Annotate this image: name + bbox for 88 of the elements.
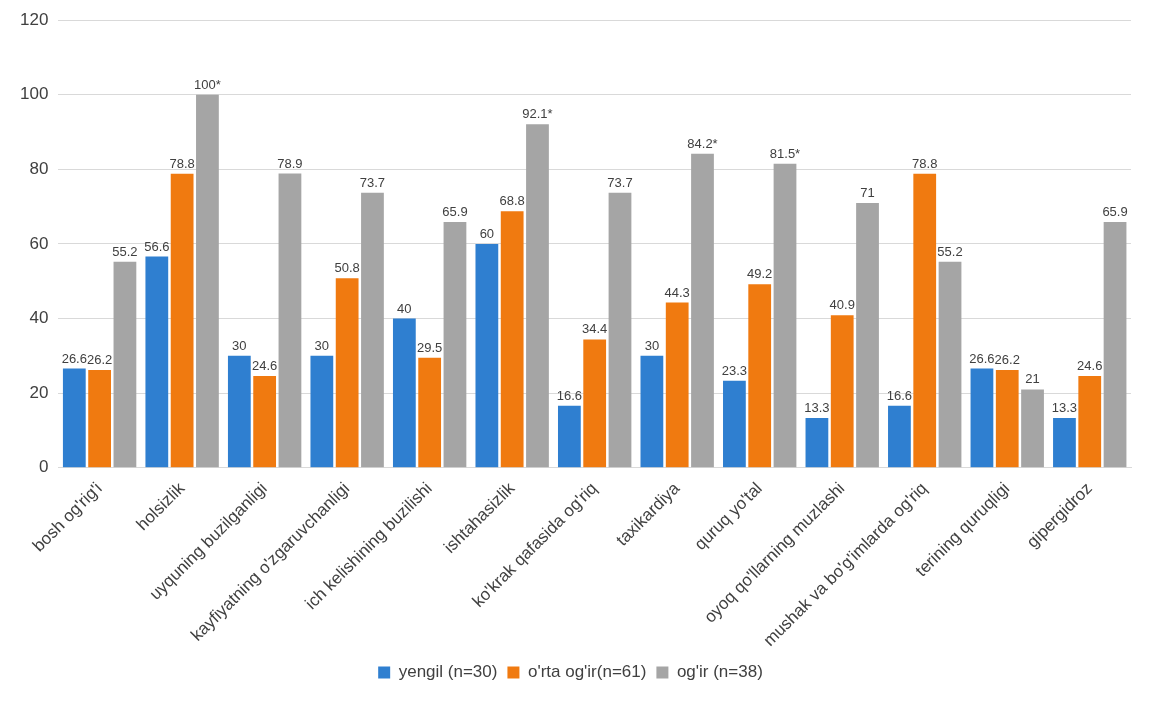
bar xyxy=(335,278,359,468)
bar xyxy=(1021,389,1044,468)
legend-label: o'rta og'ir(n=61) xyxy=(527,662,647,682)
bar xyxy=(62,368,86,468)
data-label: 73.7 xyxy=(359,174,386,190)
data-label: 26.2 xyxy=(86,352,113,368)
data-label: 13.3 xyxy=(804,400,830,416)
bar xyxy=(113,261,137,468)
bar xyxy=(475,243,499,468)
data-label: 23.3 xyxy=(721,362,748,378)
data-label: 81.5* xyxy=(769,145,801,161)
data-label: 24.6 xyxy=(1077,358,1103,374)
data-label: 50.8 xyxy=(334,260,360,276)
bar xyxy=(443,221,467,468)
bar xyxy=(196,94,219,468)
bar xyxy=(938,261,962,468)
bar xyxy=(170,173,194,468)
bar xyxy=(145,256,169,468)
bar xyxy=(913,173,937,468)
bar xyxy=(1103,221,1127,468)
bar xyxy=(608,192,632,468)
y-tick-label: 0 xyxy=(38,457,49,477)
y-tick-label: 120 xyxy=(19,9,49,29)
bar xyxy=(361,192,384,468)
data-label: 21 xyxy=(1025,371,1040,387)
bar xyxy=(856,202,879,468)
data-label: 78.8 xyxy=(912,155,938,171)
data-label: 29.5 xyxy=(417,339,443,355)
data-label: 78.8 xyxy=(169,155,195,171)
data-label: 26.6 xyxy=(969,350,995,366)
bar xyxy=(1053,418,1076,468)
data-label: 13.3 xyxy=(1051,400,1078,416)
bar xyxy=(526,124,549,468)
data-label: 60 xyxy=(479,226,495,242)
bar xyxy=(805,418,829,468)
data-label: 40.9 xyxy=(829,297,855,313)
data-label: 30 xyxy=(644,337,660,353)
bar xyxy=(970,368,994,468)
data-label: 84.2* xyxy=(687,135,718,151)
bar xyxy=(392,318,416,468)
bar xyxy=(500,211,524,468)
bar xyxy=(1078,375,1102,468)
bar xyxy=(88,369,112,468)
bar xyxy=(773,163,797,468)
data-label: 55.2 xyxy=(937,243,963,259)
data-label: 65.9 xyxy=(1102,204,1128,220)
bar xyxy=(723,380,746,468)
bar xyxy=(691,153,714,468)
y-tick-label: 60 xyxy=(29,233,49,253)
data-label: 40 xyxy=(397,300,412,316)
y-tick-label: 20 xyxy=(29,382,49,402)
bar xyxy=(253,375,277,468)
bar xyxy=(227,355,251,468)
bar xyxy=(888,405,911,468)
data-label: 71 xyxy=(860,185,875,200)
data-label: 24.6 xyxy=(251,358,278,374)
data-label: 44.3 xyxy=(664,284,690,300)
bar xyxy=(830,315,854,468)
data-label: 34.4 xyxy=(582,321,608,337)
data-label: 73.7 xyxy=(607,174,633,190)
legend-label: yengil (n=30) xyxy=(398,662,498,682)
bar xyxy=(418,357,442,468)
data-label: 26.2 xyxy=(994,352,1020,368)
bar xyxy=(583,339,607,468)
data-label: 68.8 xyxy=(499,193,525,209)
bar xyxy=(995,369,1019,468)
bar xyxy=(640,355,664,468)
data-label: 49.2 xyxy=(747,266,773,282)
legend-label: og'ir (n=38) xyxy=(676,662,763,682)
y-tick-label: 80 xyxy=(29,159,49,179)
y-tick-label: 40 xyxy=(29,308,49,328)
bar xyxy=(557,405,581,468)
data-label: 30 xyxy=(314,337,330,353)
bar xyxy=(310,355,334,468)
bar xyxy=(665,302,689,468)
data-label: 92.1* xyxy=(522,106,553,122)
data-label: 30 xyxy=(232,337,247,353)
data-label: 26.6 xyxy=(61,350,87,366)
data-label: 78.9 xyxy=(277,155,303,171)
bar xyxy=(278,173,302,468)
data-label: 16.6 xyxy=(886,387,913,403)
data-label: 16.6 xyxy=(556,387,583,403)
data-label: 55.2 xyxy=(112,243,138,259)
data-label: 65.9 xyxy=(442,204,468,220)
y-tick-label: 100 xyxy=(19,84,49,104)
bar xyxy=(748,284,772,468)
data-label: 100* xyxy=(194,76,221,92)
data-label: 56.6 xyxy=(144,238,170,254)
